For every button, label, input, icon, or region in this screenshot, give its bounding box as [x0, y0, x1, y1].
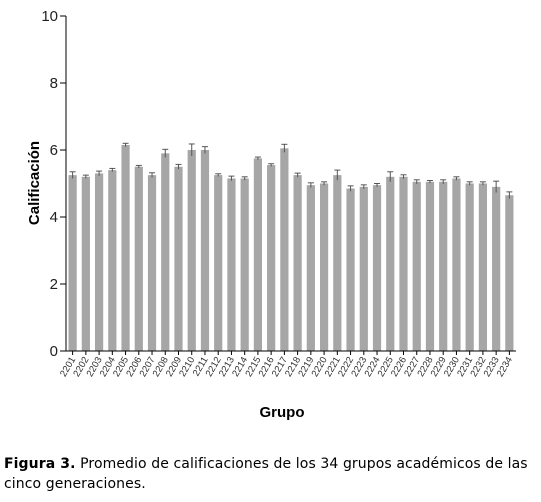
- bar: [134, 166, 143, 351]
- bar: [147, 175, 157, 351]
- bar: [267, 165, 276, 351]
- bar: [465, 183, 474, 351]
- y-tick-label: 10: [41, 8, 58, 25]
- caption-label: Figura 3.: [4, 456, 76, 472]
- y-tick-label: 0: [50, 343, 58, 360]
- bar: [227, 178, 236, 351]
- bar: [333, 175, 342, 351]
- y-tick-label: 6: [50, 142, 58, 159]
- x-axis-title: Grupo: [260, 404, 305, 421]
- bar: [452, 178, 461, 351]
- bar: [359, 186, 368, 351]
- bar: [492, 186, 501, 351]
- y-tick-label: 4: [50, 209, 58, 226]
- bar: [386, 176, 395, 351]
- bar: [280, 148, 289, 351]
- bar: [253, 158, 263, 351]
- bar: [214, 175, 223, 351]
- bar: [306, 185, 315, 351]
- y-tick-label: 8: [50, 75, 58, 92]
- bar: [187, 150, 196, 351]
- x-axis: 2201220222032204220522062207220822092210…: [58, 350, 516, 379]
- bar: [94, 173, 104, 351]
- caption-text: Promedio de calificaciones de los 34 gru…: [4, 456, 528, 492]
- bar: [319, 183, 329, 351]
- y-axis-title: Calificación: [26, 141, 43, 225]
- bar: [399, 176, 408, 351]
- bar: [293, 175, 302, 351]
- bar: [372, 185, 382, 351]
- bar: [200, 150, 210, 351]
- bar-chart: 0 2 4 6 8 10 22012202220322042205220622072208…: [26, 8, 516, 421]
- y-tick-label: 2: [50, 276, 58, 293]
- bar: [478, 183, 488, 351]
- bar: [121, 144, 130, 351]
- bar: [240, 178, 249, 351]
- bar: [505, 195, 514, 351]
- bar: [108, 170, 117, 351]
- bar: [425, 181, 435, 351]
- y-axis: 0 2 4 6 8 10: [41, 8, 67, 360]
- bar: [161, 153, 170, 351]
- bar: [439, 181, 448, 351]
- bar: [174, 166, 183, 351]
- bars: [68, 142, 514, 351]
- bar: [68, 175, 77, 351]
- bar: [412, 181, 421, 351]
- bar: [346, 188, 355, 351]
- bar: [81, 176, 90, 351]
- figure-caption: Figura 3. Promedio de calificaciones de …: [4, 454, 540, 494]
